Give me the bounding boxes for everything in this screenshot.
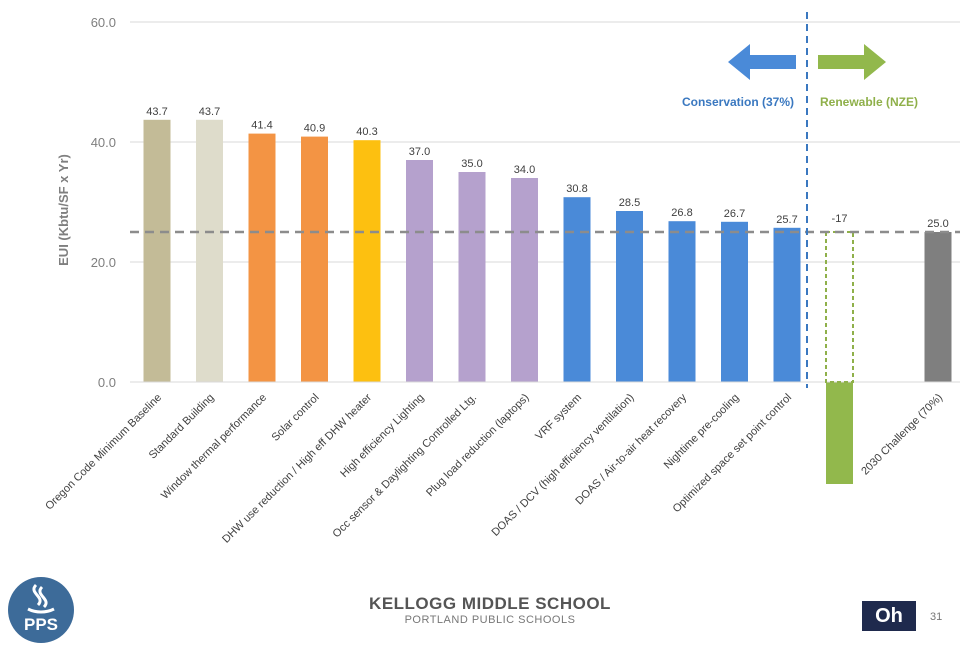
eui-bar-chart: 0.020.040.060.0 EUI (Kbtu/SF x Yr) 43.7 4… [43,12,960,546]
left-arrow-icon [728,44,796,80]
renewable-outline [825,231,854,383]
y-axis-label: EUI (Kbtu/SF x Yr) [56,154,71,266]
footer-subtitle: PORTLAND PUBLIC SCHOOLS [404,614,576,626]
bar [826,382,853,484]
y-tick-label: 40.0 [91,135,116,150]
value-label: 25.0 [927,218,948,230]
bar [406,160,433,382]
bar [511,178,538,382]
bar [301,136,328,382]
bar [353,140,381,382]
bar [616,211,643,382]
x-tick-label: Optimized space set point control [671,392,794,515]
value-label: 40.9 [304,123,325,135]
value-labels: 43.7 43.7 41.4 40.9 40.3 37.0 35.0 34.0 30.8 28.5… [146,106,948,230]
value-label: -17 [832,213,848,225]
bar [196,119,223,383]
y-tick-label: 0.0 [98,375,116,390]
pps-logo: PPS [6,575,76,645]
x-tick-label: Plug load reduction (laptops) [424,392,532,500]
x-tick-label: Solar control [269,392,321,444]
value-label: 43.7 [146,106,167,118]
value-label: 40.3 [356,126,377,138]
bar [563,197,591,382]
bar [143,119,171,383]
conservation-label: Conservation (37%) [682,95,794,109]
x-tick-label: VRF system [533,392,584,443]
bars [143,119,952,484]
y-tick-label: 20.0 [91,255,116,270]
overlays: Conservation (37%) Renewable (NZE) [130,12,960,388]
value-label: 41.4 [251,120,272,132]
bar [248,133,276,382]
bar [668,221,696,382]
value-label: 34.0 [514,164,535,176]
bar [924,232,952,382]
renewable-label: Renewable (NZE) [820,95,918,109]
right-arrow-icon [818,44,886,80]
footer-title: KELLOGG MIDDLE SCHOOL [369,594,611,613]
y-tick-label: 60.0 [91,15,116,30]
x-tick-label: 2030 Challenge (70%) [859,392,945,478]
value-label: 28.5 [619,197,640,209]
value-label: 25.7 [776,214,797,226]
bar [721,221,748,382]
value-label: 26.7 [724,208,745,220]
bar [458,172,486,382]
value-label: 35.0 [461,158,482,170]
x-tick-label: Oregon Code Minimum Baseline [43,392,164,513]
bar [773,227,801,382]
y-axis-ticks: 0.0 20.0 40.0 60.0 [91,15,116,390]
page-number: 31 [930,611,943,623]
x-tick-label: Window thermal performance [159,392,269,502]
x-tick-label: DOAS / Air-to-air heat recovery [573,391,689,507]
value-label: 37.0 [409,146,430,158]
value-label: 43.7 [199,106,220,118]
oh-badge: Oh [862,601,916,631]
logo-text: PPS [24,615,58,634]
value-label: 26.8 [671,207,692,219]
value-label: 30.8 [566,183,587,195]
